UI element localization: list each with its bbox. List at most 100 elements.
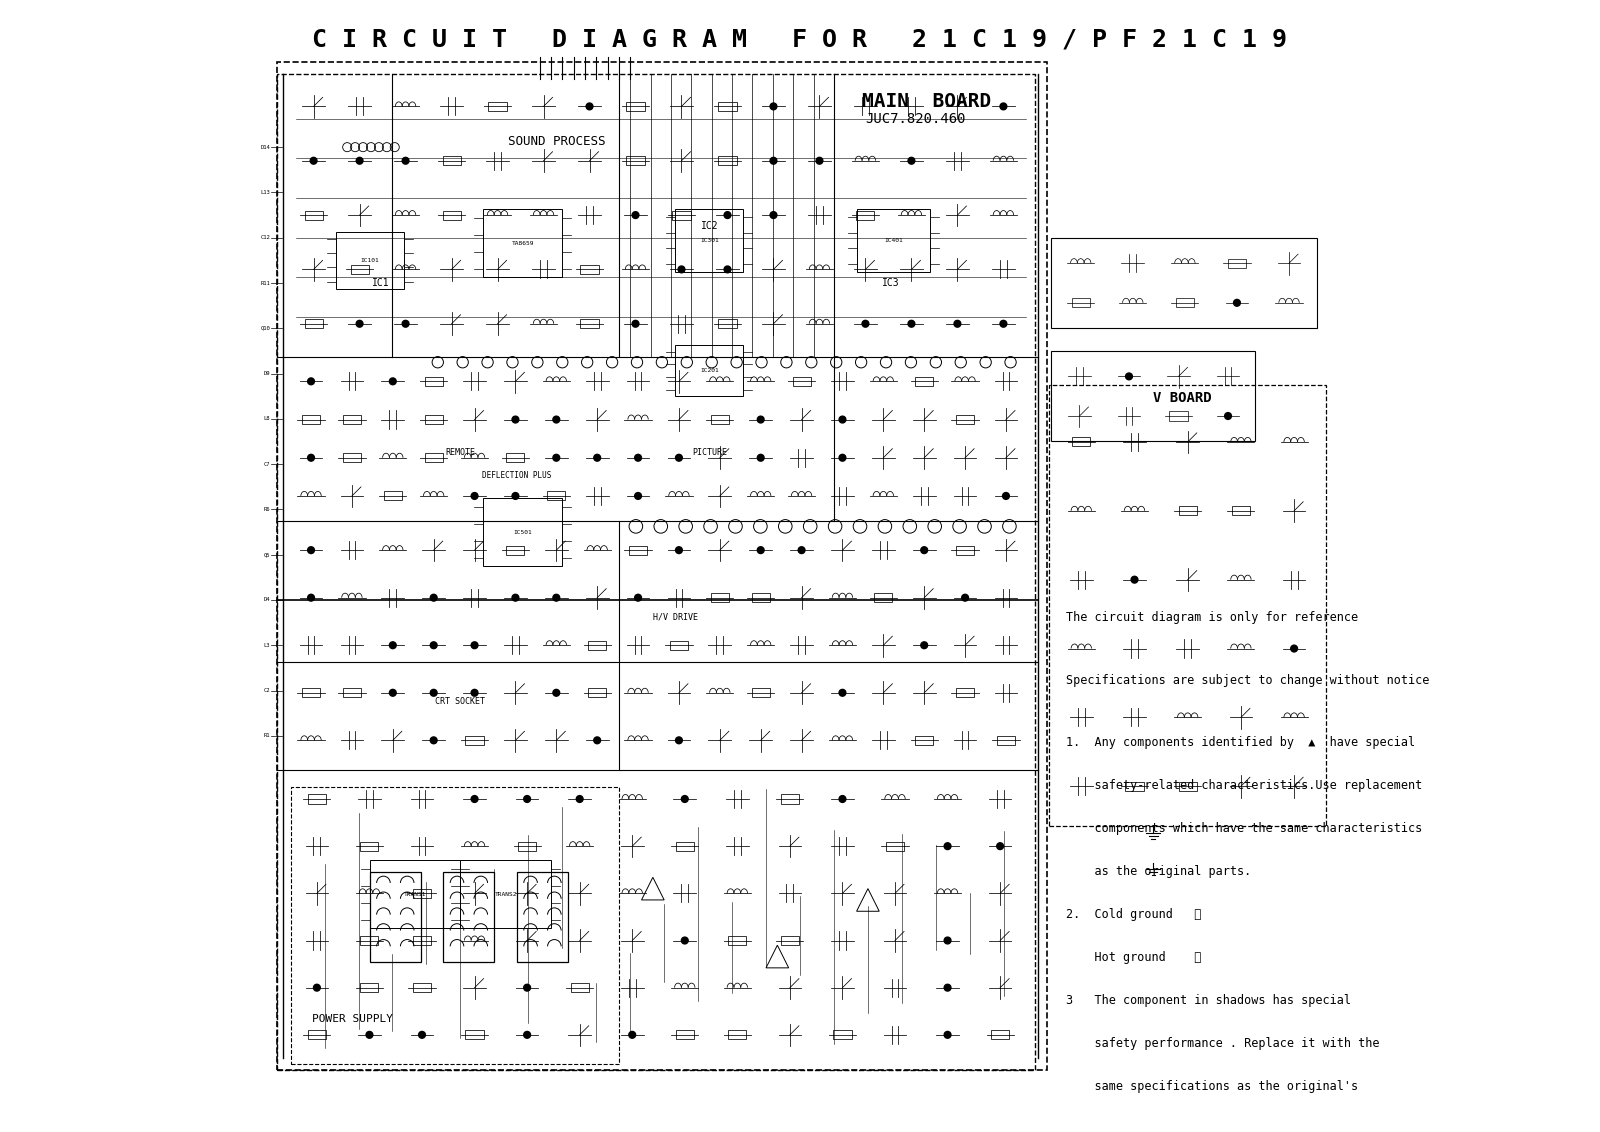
Bar bbox=[384, 491, 402, 500]
Circle shape bbox=[470, 689, 478, 696]
Bar bbox=[547, 491, 565, 500]
Text: 2.  Cold ground   ⏚: 2. Cold ground ⏚ bbox=[1066, 908, 1202, 920]
Circle shape bbox=[770, 103, 778, 110]
Bar bbox=[957, 415, 974, 424]
Bar bbox=[856, 211, 875, 220]
Text: The circuit diagram is only for reference: The circuit diagram is only for referenc… bbox=[1066, 611, 1358, 624]
Text: R1: R1 bbox=[264, 734, 270, 738]
Circle shape bbox=[997, 842, 1003, 849]
Circle shape bbox=[675, 547, 682, 554]
Text: REMOTE: REMOTE bbox=[445, 448, 475, 457]
Bar bbox=[589, 641, 606, 650]
Bar bbox=[1227, 258, 1246, 267]
Circle shape bbox=[554, 417, 560, 423]
Text: TA8659: TA8659 bbox=[512, 241, 534, 246]
Bar bbox=[1072, 299, 1090, 308]
Text: C2: C2 bbox=[264, 688, 270, 693]
Circle shape bbox=[594, 454, 600, 461]
Bar bbox=[466, 736, 483, 745]
Bar bbox=[443, 211, 461, 220]
Text: JUC7.820.460: JUC7.820.460 bbox=[866, 112, 966, 126]
Bar bbox=[834, 1030, 851, 1039]
Circle shape bbox=[389, 689, 397, 696]
Bar bbox=[781, 936, 798, 945]
Circle shape bbox=[470, 492, 478, 499]
Circle shape bbox=[1291, 645, 1298, 652]
Circle shape bbox=[1000, 103, 1006, 110]
Text: PICTURE: PICTURE bbox=[691, 448, 726, 457]
Circle shape bbox=[594, 737, 600, 744]
Text: Q10: Q10 bbox=[261, 326, 270, 331]
Circle shape bbox=[470, 642, 478, 649]
Bar bbox=[874, 593, 893, 602]
Bar bbox=[277, 74, 1035, 1070]
Bar bbox=[1179, 782, 1197, 791]
Text: IC301: IC301 bbox=[701, 238, 718, 243]
Circle shape bbox=[725, 266, 731, 273]
Text: TRANS2: TRANS2 bbox=[494, 892, 517, 897]
Bar bbox=[466, 1030, 483, 1039]
Circle shape bbox=[402, 157, 410, 164]
Text: Q5: Q5 bbox=[264, 552, 270, 557]
Circle shape bbox=[389, 642, 397, 649]
Bar bbox=[370, 872, 421, 962]
Bar bbox=[1072, 437, 1090, 446]
Circle shape bbox=[430, 737, 437, 744]
Text: IC501: IC501 bbox=[514, 530, 533, 534]
Bar bbox=[581, 265, 598, 274]
Bar bbox=[360, 983, 379, 992]
Bar bbox=[443, 156, 461, 165]
Text: 3   The component in shadows has special: 3 The component in shadows has special bbox=[1066, 994, 1350, 1006]
Text: L3: L3 bbox=[264, 643, 270, 648]
Circle shape bbox=[1224, 412, 1232, 419]
Circle shape bbox=[307, 454, 315, 461]
Circle shape bbox=[909, 320, 915, 327]
Circle shape bbox=[576, 796, 582, 803]
Circle shape bbox=[357, 157, 363, 164]
Text: IC201: IC201 bbox=[701, 368, 718, 374]
Circle shape bbox=[909, 157, 915, 164]
Circle shape bbox=[635, 492, 642, 499]
Bar bbox=[506, 546, 525, 555]
Circle shape bbox=[770, 212, 778, 218]
Circle shape bbox=[523, 796, 531, 803]
Bar bbox=[856, 209, 930, 272]
Circle shape bbox=[922, 642, 928, 649]
Circle shape bbox=[307, 547, 315, 554]
Bar bbox=[957, 688, 974, 697]
Bar bbox=[589, 688, 606, 697]
Bar bbox=[1051, 351, 1254, 441]
Bar bbox=[360, 936, 379, 945]
Circle shape bbox=[1125, 374, 1133, 379]
Text: H/V DRIVE: H/V DRIVE bbox=[653, 612, 698, 621]
Text: safety-related characteristics.Use replacement: safety-related characteristics.Use repla… bbox=[1066, 779, 1422, 791]
Bar bbox=[1051, 238, 1317, 328]
Bar bbox=[670, 641, 688, 650]
Bar bbox=[915, 377, 933, 386]
Text: TRANS1: TRANS1 bbox=[403, 892, 426, 897]
Circle shape bbox=[944, 842, 950, 849]
Circle shape bbox=[944, 984, 950, 992]
Bar bbox=[728, 936, 746, 945]
Circle shape bbox=[816, 157, 822, 164]
Circle shape bbox=[389, 378, 397, 385]
Bar bbox=[718, 319, 736, 328]
Circle shape bbox=[523, 1031, 531, 1038]
Text: L8: L8 bbox=[264, 417, 270, 421]
Bar bbox=[581, 319, 598, 328]
Circle shape bbox=[838, 796, 846, 803]
Circle shape bbox=[314, 984, 320, 992]
Circle shape bbox=[310, 157, 317, 164]
Bar bbox=[413, 983, 430, 992]
Bar bbox=[1176, 299, 1194, 308]
Bar bbox=[990, 1030, 1010, 1039]
Circle shape bbox=[838, 454, 846, 461]
Bar bbox=[1232, 506, 1250, 515]
Text: IC101: IC101 bbox=[360, 258, 379, 263]
Bar bbox=[304, 319, 323, 328]
Text: R6: R6 bbox=[264, 507, 270, 512]
Bar bbox=[752, 688, 770, 697]
Circle shape bbox=[838, 417, 846, 423]
Text: Specifications are subject to change without notice: Specifications are subject to change wit… bbox=[1066, 674, 1429, 686]
Bar bbox=[627, 156, 645, 165]
